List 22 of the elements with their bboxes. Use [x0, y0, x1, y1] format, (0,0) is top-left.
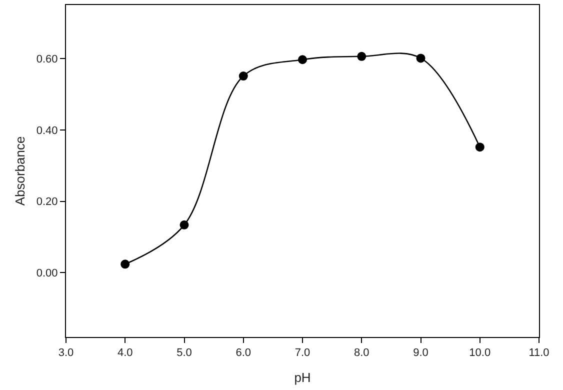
y-tick-label: 0.00 — [36, 268, 58, 280]
y-tick-label: 0.20 — [36, 196, 58, 208]
point — [416, 54, 426, 63]
point — [475, 142, 484, 152]
x-tick-label: 4.0 — [117, 347, 133, 360]
y-tick-label: 0.40 — [36, 124, 58, 137]
x-tick-label: 3.0 — [58, 347, 74, 360]
y-tick-label: 0.60 — [36, 53, 58, 66]
x-tick-label: 11.0 — [528, 347, 550, 360]
point — [180, 220, 189, 230]
x-tick-label: 10.0 — [469, 347, 491, 360]
x-tick-label: 7.0 — [294, 347, 310, 360]
x-tick-label: 6.0 — [236, 347, 252, 360]
y-axis-title: Absorbance — [12, 136, 28, 206]
point — [238, 72, 248, 81]
x-axis-title: pH — [294, 370, 311, 385]
x-tick-label: 9.0 — [413, 347, 428, 360]
x-tick-label: 5.0 — [176, 347, 192, 360]
point — [298, 55, 307, 64]
point — [120, 260, 130, 269]
x-tick-label: 8.0 — [354, 347, 370, 360]
point — [357, 52, 366, 61]
